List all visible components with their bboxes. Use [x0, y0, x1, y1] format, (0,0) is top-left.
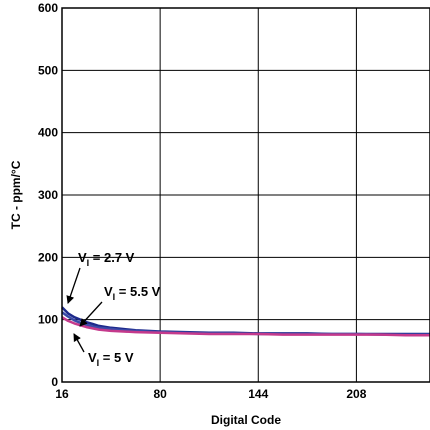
x-tick-label: 80	[153, 387, 167, 401]
y-tick-label: 300	[38, 188, 58, 202]
x-tick-label: 16	[55, 387, 69, 401]
y-axis-label: TC - ppm/°C	[9, 160, 23, 229]
y-tick-label: 100	[38, 313, 58, 327]
x-tick-label: 208	[346, 387, 366, 401]
annotation-arrow	[73, 333, 85, 353]
annotations: VI = 2.7 V VI = 5.5 V VI = 5 V	[66, 250, 161, 368]
annotation-label: VI = 5 V	[88, 350, 134, 368]
series-group	[61, 306, 430, 337]
y-tick-label: 600	[38, 1, 58, 15]
y-tick-label: 400	[38, 126, 58, 140]
annotation-label: VI = 2.7 V	[78, 250, 135, 268]
x-tick-labels: 16 80 144 208	[55, 387, 366, 401]
y-tick-labels: 0 100 200 300 400 500 600	[38, 1, 58, 389]
y-tick-label: 0	[51, 375, 58, 389]
x-tick-label: 144	[248, 387, 268, 401]
annotation-arrow	[66, 267, 81, 304]
annotation-label: VI = 5.5 V	[104, 284, 161, 302]
y-tick-label: 500	[38, 63, 58, 77]
grid	[62, 8, 430, 382]
x-axis-label: Digital Code	[211, 413, 281, 427]
plot-frame	[61, 7, 430, 383]
y-tick-label: 200	[38, 250, 58, 264]
annotation-arrow	[79, 301, 103, 327]
